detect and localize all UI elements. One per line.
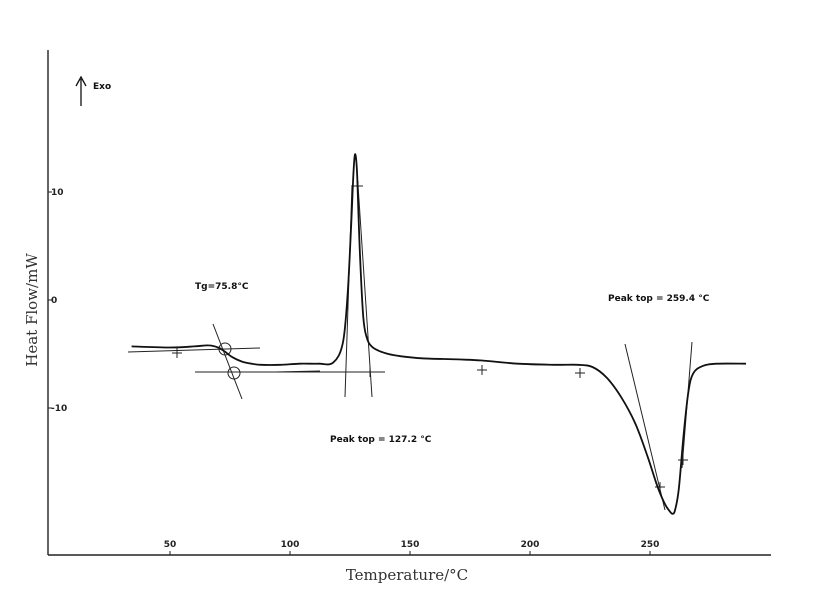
cursor-cross-marker bbox=[477, 365, 487, 375]
exo-arrowhead-icon bbox=[75, 75, 87, 87]
x-tick-label: 50 bbox=[164, 540, 177, 550]
series-group bbox=[131, 153, 747, 515]
tg-marker-circle bbox=[218, 342, 232, 356]
construction-line bbox=[624, 343, 666, 511]
construction-line bbox=[127, 347, 261, 353]
text-group: Exo Tg=75.8°C Peak top = 127.2 °C Peak t… bbox=[23, 82, 710, 584]
tg-marker-circle bbox=[227, 366, 241, 380]
peak-top-1-annotation: Peak top = 127.2 °C bbox=[330, 435, 432, 445]
exo-label: Exo bbox=[93, 82, 111, 92]
x-tick-label: 100 bbox=[281, 540, 300, 550]
tg-annotation: Tg=75.8°C bbox=[195, 282, 249, 292]
cursor-cross-marker bbox=[575, 368, 585, 378]
y-tick-label: 10 bbox=[51, 188, 64, 198]
y-axis-title: Heat Flow/mW bbox=[23, 253, 41, 367]
y-tick-label: 0 bbox=[51, 296, 57, 306]
heat-flow-series-line bbox=[131, 153, 747, 515]
cursor-cross-marker bbox=[172, 348, 182, 358]
cursor-cross-marker bbox=[365, 367, 375, 377]
construction-line bbox=[274, 370, 321, 373]
cursor-cross-marker bbox=[655, 482, 665, 492]
x-tick-label: 250 bbox=[641, 540, 660, 550]
peak-top-2-annotation: Peak top = 259.4 °C bbox=[608, 294, 710, 304]
y-tick-label: -10 bbox=[51, 404, 67, 414]
x-axis-title: Temperature/°C bbox=[346, 566, 468, 584]
construction-line bbox=[357, 184, 373, 398]
x-tick-label: 200 bbox=[521, 540, 540, 550]
x-tick-label: 150 bbox=[401, 540, 420, 550]
cursor-cross-marker bbox=[678, 455, 688, 465]
construction-line bbox=[212, 323, 243, 400]
